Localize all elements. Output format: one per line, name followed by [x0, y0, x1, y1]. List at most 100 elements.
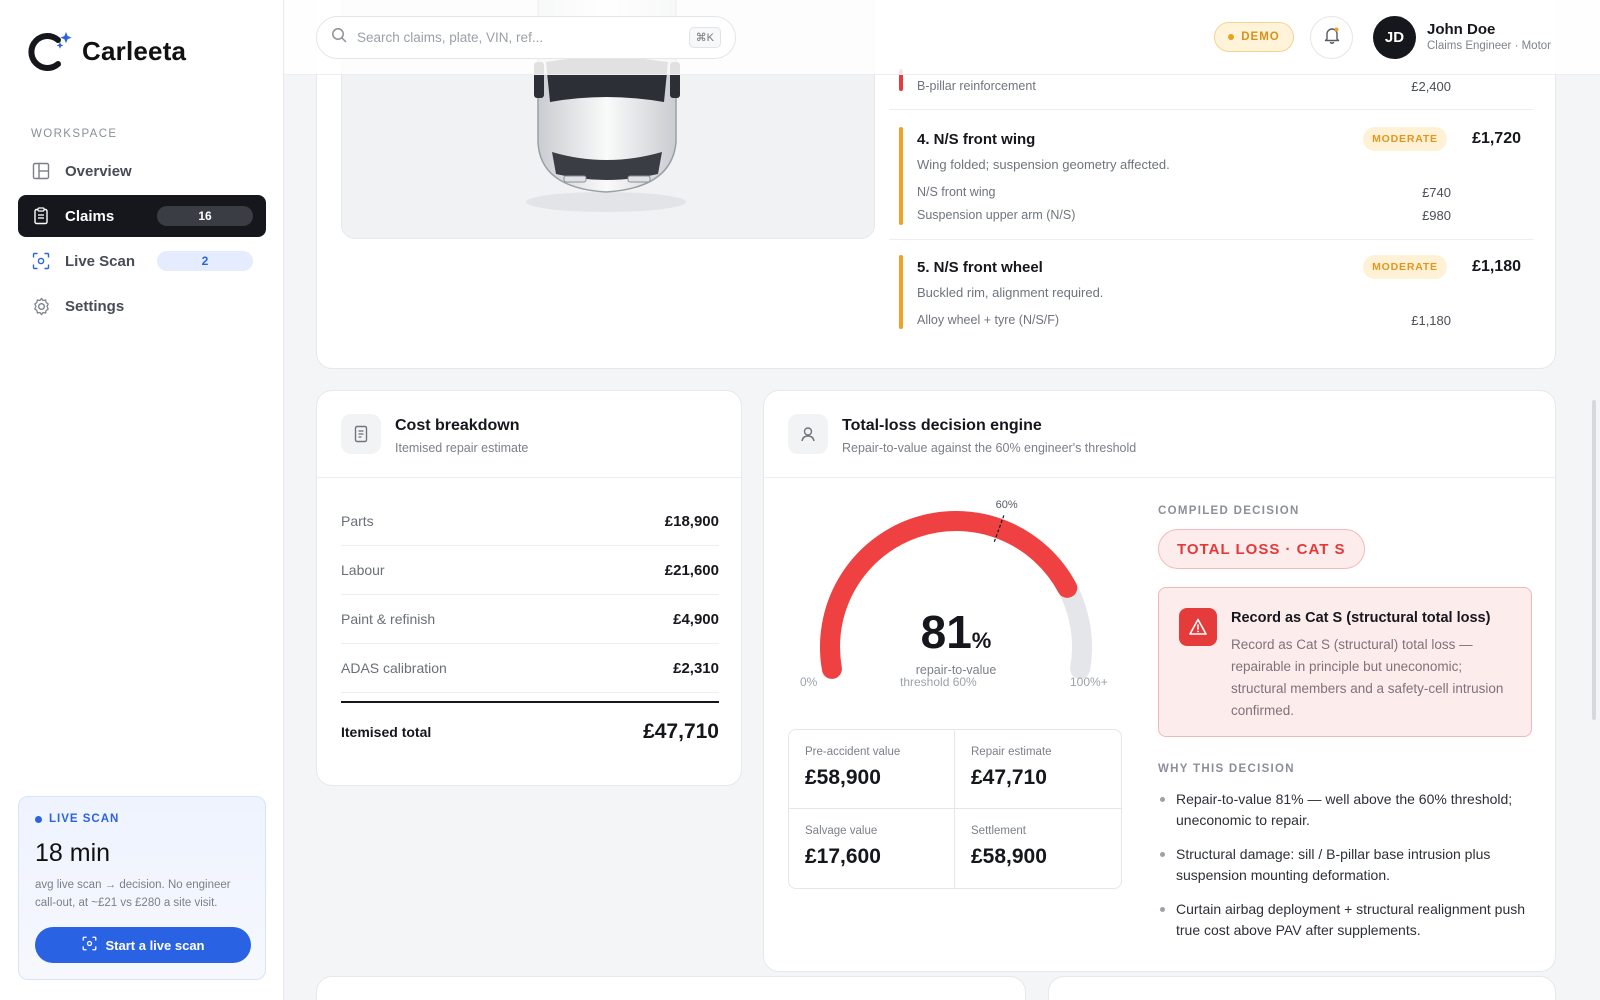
engineer-icon — [788, 414, 828, 454]
damage-line-label: N/S front wing — [917, 185, 996, 199]
demo-dot-icon — [1228, 34, 1235, 40]
stat-settlement: Settlement £58,900 — [955, 809, 1121, 888]
sidebar-item-label: Claims — [65, 207, 115, 225]
severity-bar — [899, 69, 903, 91]
stat-label: Pre-accident value — [805, 746, 901, 758]
sidebar-item-label: Overview — [65, 162, 132, 180]
card-header: Total-loss decision engine Repair-to-val… — [764, 391, 1555, 478]
sidebar-item-live-scan[interactable]: Live Scan 2 — [18, 240, 266, 282]
divider — [889, 239, 1533, 240]
cost-value: £18,900 — [664, 512, 719, 530]
search-icon — [331, 27, 347, 48]
severity-badge: MODERATE — [1363, 255, 1447, 279]
damage-line-label: Alloy wheel + tyre (N/S/F) — [917, 313, 1060, 327]
gauge-number: 81 — [920, 606, 972, 658]
cost-value: £21,600 — [664, 561, 719, 579]
gauge-value: 81% — [788, 605, 1124, 659]
damage-line-amount: £980 — [1422, 208, 1451, 223]
cost-total-value: £47,710 — [643, 720, 719, 743]
clipboard-icon — [31, 206, 51, 226]
repair-to-value-gauge: 60% 81% repair-to-value — [788, 497, 1124, 707]
stat-repair-estimate: Repair estimate £47,710 — [955, 730, 1121, 809]
receipt-icon — [341, 414, 381, 454]
stat-label: Salvage value — [805, 825, 878, 837]
valuation-stats-grid: Pre-accident value £58,900 Repair estima… — [788, 729, 1122, 889]
gauge-svg: 60% — [820, 499, 1092, 679]
card-header: Cost breakdown Itemised repair estimate — [317, 391, 741, 478]
start-live-scan-button[interactable]: Start a live scan — [35, 927, 251, 963]
stat-salvage-value: Salvage value £17,600 — [789, 809, 955, 888]
cost-rows: Parts £18,900 Labour £21,600 Paint & ref… — [341, 497, 719, 693]
severity-badge: MODERATE — [1363, 127, 1447, 151]
live-scan-time: 18 min — [35, 839, 111, 867]
cost-label: Paint & refinish — [341, 611, 436, 627]
damage-item-total: £1,180 — [1472, 258, 1521, 275]
demo-mode-badge: DEMO — [1214, 22, 1294, 52]
brand[interactable]: Carleeta — [26, 28, 186, 74]
live-scan-count-badge: 2 — [157, 251, 253, 271]
cost-label: Labour — [341, 562, 385, 578]
why-decision-label: WHY THIS DECISION — [1158, 763, 1295, 775]
keyboard-shortcut-hint: ⌘K — [688, 27, 721, 48]
damage-line-amount: £740 — [1422, 185, 1451, 200]
page-scrollbar[interactable] — [1592, 400, 1596, 720]
stat-pre-accident-value: Pre-accident value £58,900 — [789, 730, 955, 809]
live-scan-tag-label: LIVE SCAN — [49, 813, 120, 825]
notifications-button[interactable] — [1310, 16, 1353, 59]
gear-icon — [31, 296, 51, 316]
brand-name: Carleeta — [82, 35, 187, 66]
scan-icon — [82, 936, 97, 954]
next-card-right — [1048, 976, 1556, 1000]
stat-value: £47,710 — [971, 766, 1047, 789]
gauge-threshold-tick-label: threshold 60% — [900, 675, 977, 689]
cost-total-label: Itemised total — [341, 724, 432, 740]
search-input[interactable] — [357, 30, 689, 45]
decision-reasons: Repair-to-value 81% — well above the 60%… — [1158, 789, 1532, 941]
sidebar-item-settings[interactable]: Settings — [18, 285, 266, 327]
stat-value: £58,900 — [971, 845, 1047, 868]
cost-breakdown-title: Cost breakdown — [395, 417, 520, 434]
divider — [889, 109, 1533, 110]
user-name[interactable]: John Doe — [1427, 21, 1496, 38]
damage-item-description: Buckled rim, alignment required. — [917, 285, 1104, 300]
gauge-unit: % — [971, 628, 992, 653]
carleeta-logo-icon — [26, 28, 72, 74]
live-scan-promo-card: LIVE SCAN 18 min avg live scan → decisio… — [18, 796, 266, 980]
damage-item-total: £1,720 — [1472, 130, 1521, 147]
compiled-decision-label: COMPILED DECISION — [1158, 505, 1300, 517]
cost-breakdown-subtitle: Itemised repair estimate — [395, 441, 529, 455]
vehicle-image-panel — [341, 0, 875, 239]
sidebar-item-claims[interactable]: Claims 16 — [18, 195, 266, 237]
bell-icon — [1323, 26, 1341, 49]
user-role: Claims Engineer · Motor — [1427, 40, 1551, 52]
stat-value: £58,900 — [805, 766, 881, 789]
cost-row-labour: Labour £21,600 — [341, 546, 719, 595]
cost-breakdown-card: Cost breakdown Itemised repair estimate … — [316, 390, 742, 786]
damage-item-title: 5. N/S front wheel — [917, 259, 1043, 276]
sidebar-item-label: Settings — [65, 297, 125, 315]
damage-line-amount: £1,180 — [1411, 313, 1451, 328]
sidebar-nav: Overview Claims 16 Live Scan 2 Settings — [18, 150, 266, 330]
alert-text: Record as Cat S (structural) total loss … — [1231, 637, 1504, 718]
decision-alert: Record as Cat S (structural total loss) … — [1158, 587, 1532, 737]
damage-item-title: 4. N/S front wing — [917, 131, 1036, 148]
gauge-caption: repair-to-value — [915, 663, 997, 677]
gauge-fill — [820, 511, 1078, 679]
next-card-left — [316, 976, 1026, 1000]
search-box[interactable]: ⌘K — [316, 16, 736, 59]
stat-label: Settlement — [971, 825, 1026, 837]
cost-value: £2,310 — [673, 659, 719, 677]
cost-row-paint: Paint & refinish £4,900 — [341, 595, 719, 644]
sidebar: Carleeta WORKSPACE Overview Claims 16 Li… — [0, 0, 284, 1000]
decision-reason: Repair-to-value 81% — well above the 60%… — [1158, 789, 1532, 831]
cost-value: £4,900 — [673, 610, 719, 628]
top-bar: ⌘K DEMO JD John Doe Claims Engineer · Mo… — [284, 0, 1600, 75]
gauge-min-label: 0% — [800, 675, 818, 689]
decision-reason: Curtain airbag deployment + structural r… — [1158, 899, 1532, 941]
sidebar-item-overview[interactable]: Overview — [18, 150, 266, 192]
severity-bar — [899, 127, 903, 225]
live-scan-description: avg live scan → decision. No engineer ca… — [35, 879, 231, 909]
cost-label: Parts — [341, 513, 374, 529]
layout-icon — [31, 161, 51, 181]
user-avatar[interactable]: JD — [1373, 16, 1416, 59]
